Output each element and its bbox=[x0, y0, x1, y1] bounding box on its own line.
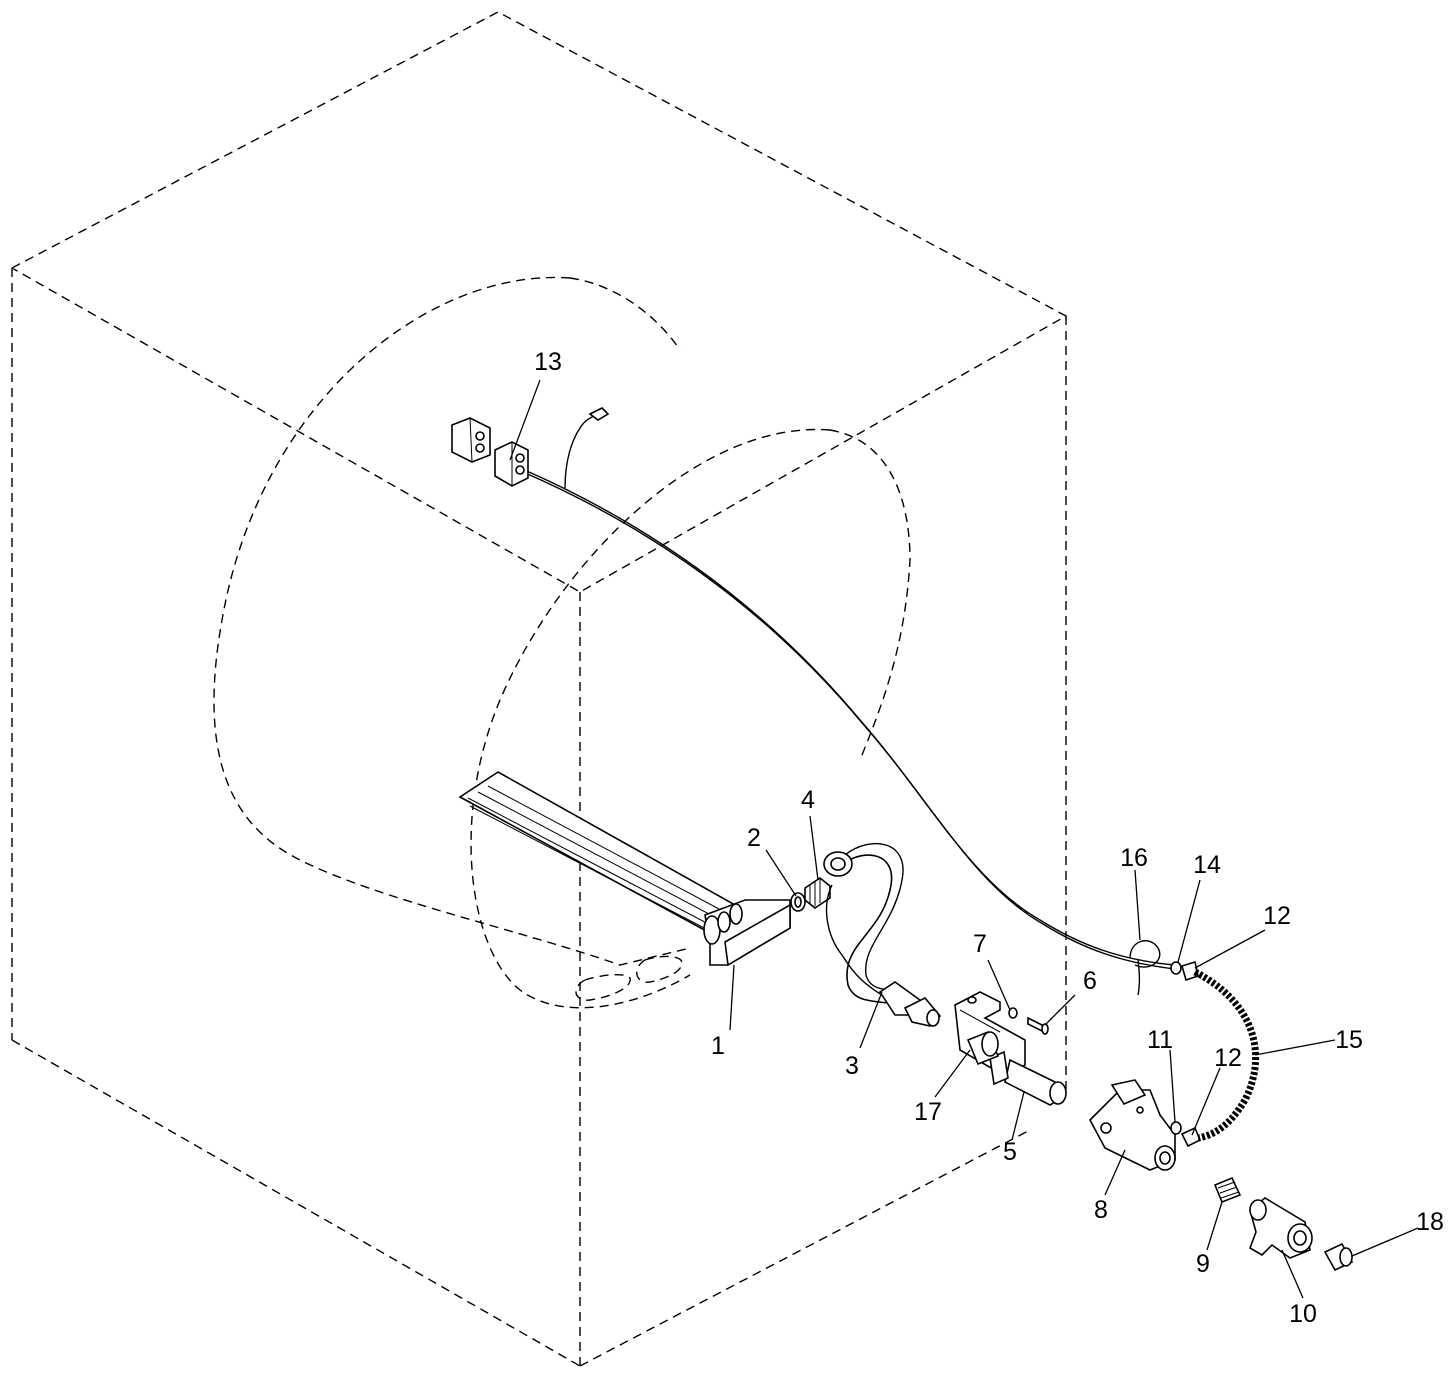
callout-3: 3 bbox=[845, 1052, 859, 1080]
callout-12-upper: 12 bbox=[1263, 902, 1291, 930]
washer bbox=[1008, 1007, 1018, 1019]
screw bbox=[1027, 1016, 1049, 1035]
adapter bbox=[1323, 1242, 1354, 1272]
fitting bbox=[804, 877, 831, 909]
callout-2: 2 bbox=[747, 824, 761, 852]
callout-5: 5 bbox=[1003, 1138, 1017, 1166]
callout-10: 10 bbox=[1289, 1300, 1317, 1328]
y-connector bbox=[1249, 1197, 1313, 1259]
wiring-harness bbox=[519, 407, 1176, 970]
callout-4: 4 bbox=[801, 786, 815, 814]
callout-15: 15 bbox=[1335, 1026, 1363, 1054]
callout-labels: 1 2 3 4 5 6 7 8 9 10 11 12 12 13 14 15 1… bbox=[534, 348, 1444, 1328]
leader-lines bbox=[509, 379, 1419, 1299]
callout-18: 18 bbox=[1416, 1208, 1444, 1236]
callout-11: 11 bbox=[1147, 1026, 1173, 1054]
callout-1: 1 bbox=[711, 1032, 725, 1060]
nipple-upper bbox=[1181, 960, 1199, 982]
gasket bbox=[790, 892, 806, 912]
flexible-tube bbox=[1193, 968, 1260, 1142]
callout-12-lower: 12 bbox=[1214, 1044, 1242, 1072]
callout-17: 17 bbox=[914, 1098, 942, 1126]
callout-8: 8 bbox=[1094, 1196, 1108, 1224]
callout-6: 6 bbox=[1083, 967, 1097, 995]
heating-element bbox=[458, 771, 791, 967]
callout-14: 14 bbox=[1193, 851, 1221, 879]
cable-tie bbox=[1129, 940, 1161, 996]
hose bbox=[823, 842, 942, 1027]
callout-13: 13 bbox=[534, 348, 562, 376]
cabinet-outline bbox=[11, 11, 1068, 1367]
nipple-lower bbox=[1180, 1126, 1202, 1148]
connector-plug-right bbox=[494, 441, 529, 487]
sleeve bbox=[966, 1030, 1000, 1066]
filter-screen bbox=[1213, 1176, 1242, 1204]
callout-7: 7 bbox=[973, 930, 987, 958]
callout-16: 16 bbox=[1120, 844, 1148, 872]
solenoid-valve bbox=[1089, 1079, 1176, 1171]
clamp bbox=[1170, 961, 1182, 975]
callout-9: 9 bbox=[1196, 1250, 1210, 1278]
connector-plug-left bbox=[451, 417, 491, 463]
small-fitting bbox=[1170, 1121, 1182, 1135]
